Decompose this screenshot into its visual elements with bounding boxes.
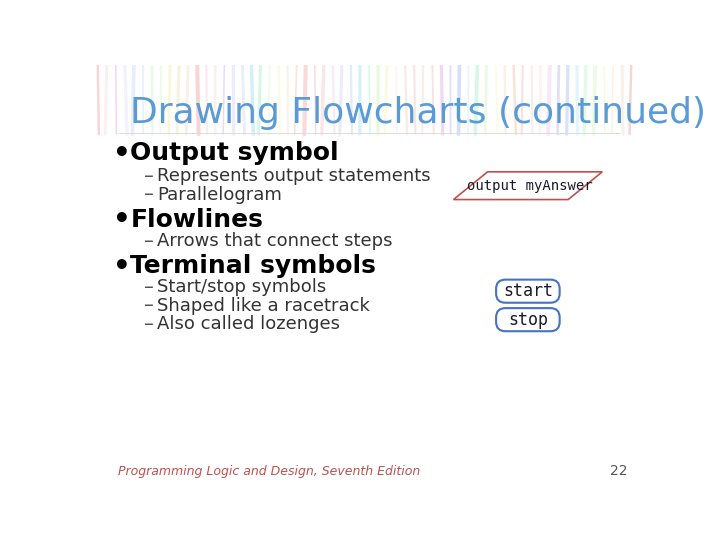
Text: Programming Logic and Design, Seventh Edition: Programming Logic and Design, Seventh Ed… xyxy=(118,465,420,478)
Text: Drawing Flowcharts (continued): Drawing Flowcharts (continued) xyxy=(130,96,706,130)
FancyBboxPatch shape xyxy=(496,280,559,303)
Text: Parallelogram: Parallelogram xyxy=(158,186,282,204)
Text: Also called lozenges: Also called lozenges xyxy=(158,315,341,333)
Text: Flowlines: Flowlines xyxy=(130,207,264,232)
Text: –: – xyxy=(144,296,154,315)
Text: 22: 22 xyxy=(611,464,628,478)
Text: –: – xyxy=(144,232,154,251)
Text: Shaped like a racetrack: Shaped like a racetrack xyxy=(158,297,370,315)
Text: –: – xyxy=(144,167,154,186)
Text: Terminal symbols: Terminal symbols xyxy=(130,254,376,278)
Polygon shape xyxy=(454,172,602,200)
FancyBboxPatch shape xyxy=(496,308,559,331)
Text: •: • xyxy=(113,140,131,168)
Text: •: • xyxy=(113,253,131,281)
Text: –: – xyxy=(144,315,154,334)
Text: stop: stop xyxy=(508,310,548,329)
Text: •: • xyxy=(113,206,131,234)
Text: –: – xyxy=(144,185,154,205)
Text: output myAnswer: output myAnswer xyxy=(467,179,593,193)
Text: Represents output statements: Represents output statements xyxy=(158,167,431,185)
Text: Start/stop symbols: Start/stop symbols xyxy=(158,278,327,296)
Text: –: – xyxy=(144,278,154,297)
Text: Output symbol: Output symbol xyxy=(130,141,339,165)
Text: start: start xyxy=(503,282,553,300)
Text: Arrows that connect steps: Arrows that connect steps xyxy=(158,232,393,250)
